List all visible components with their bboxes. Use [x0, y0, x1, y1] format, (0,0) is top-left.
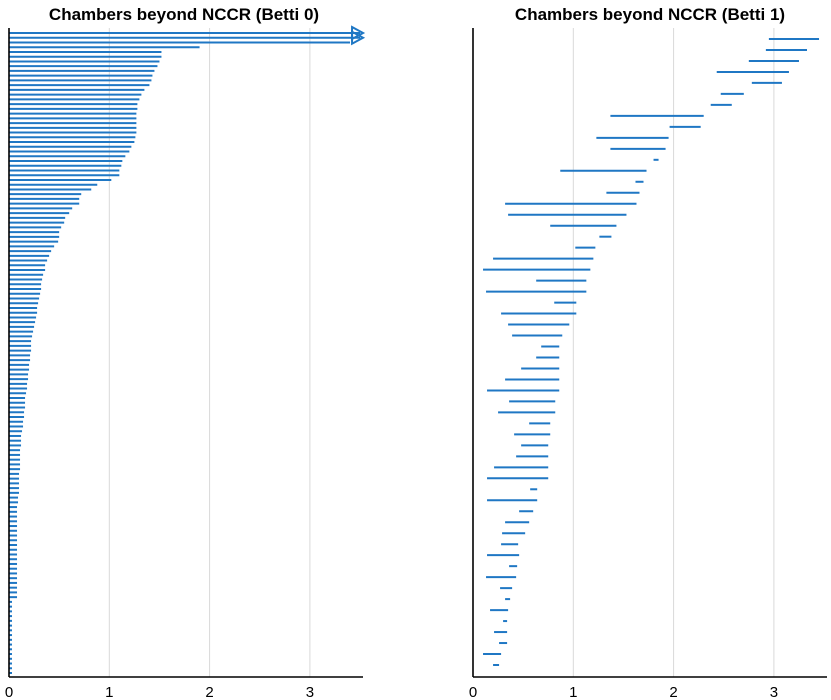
betti1-x-tick-label: 0 [469, 684, 477, 700]
betti1-panel: Chambers beyond NCCR (Betti 1) 0 1 2 3 [469, 5, 827, 700]
betti0-x-tick-label: 0 [5, 684, 13, 700]
betti1-x-tick-label: 3 [770, 684, 778, 700]
betti1-x-ticks: 0 1 2 3 [469, 684, 778, 700]
betti0-arrows [351, 25, 366, 46]
betti1-x-tick-label: 2 [669, 684, 677, 700]
betti0-infinity-arrow [351, 30, 366, 46]
betti1-bars [483, 38, 820, 666]
betti0-x-tick-label: 2 [205, 684, 213, 700]
betti0-x-ticks: 0 1 2 3 [5, 684, 314, 700]
betti1-title: Chambers beyond NCCR (Betti 1) [515, 5, 785, 24]
betti1-grid [572, 28, 775, 677]
betti0-x-tick-label: 1 [105, 684, 113, 700]
betti0-bars [9, 32, 361, 674]
betti0-grid [108, 28, 311, 677]
betti0-x-tick-label: 3 [306, 684, 314, 700]
betti0-title: Chambers beyond NCCR (Betti 0) [49, 5, 319, 24]
betti0-panel: Chambers beyond NCCR (Betti 0) 0 1 2 3 [5, 5, 366, 700]
betti1-x-tick-label: 1 [569, 684, 577, 700]
